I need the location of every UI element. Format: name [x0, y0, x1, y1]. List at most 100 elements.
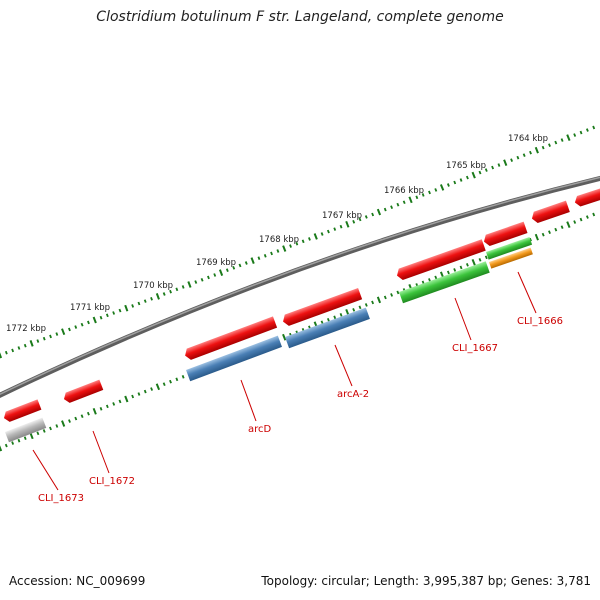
- inner-scale-tick: [23, 436, 27, 441]
- outer-scale-tick: [320, 232, 324, 236]
- inner-scale-tick: [364, 303, 368, 307]
- outer-scale-tick: [200, 277, 204, 282]
- feature-bars: [5, 237, 533, 443]
- outer-scale-tick: [439, 184, 445, 191]
- outer-scale-tick: [169, 289, 172, 294]
- outer-scale-tick: [131, 304, 135, 308]
- outer-scale-tick: [55, 332, 59, 336]
- scale-label-1768: 1768 kbp: [259, 235, 299, 245]
- gene-arrow-arca-top[interactable]: [281, 287, 363, 327]
- outer-scale-tick: [541, 145, 545, 150]
- inner-scale-tick: [155, 383, 161, 391]
- outer-scale-tick: [402, 200, 406, 205]
- green-feature-bar-1666[interactable]: [486, 237, 533, 260]
- inner-scale-tick: [541, 232, 545, 237]
- outer-scale-ticks: [0, 125, 596, 359]
- inner-scale-tick: [465, 263, 469, 267]
- outer-scale-tick: [510, 158, 514, 162]
- inner-scale-tick: [99, 406, 103, 411]
- gene-label-cli-1672[interactable]: CLI_1672: [89, 476, 135, 487]
- outer-scale-tick: [308, 237, 311, 241]
- gene-arrow-1666-top[interactable]: [482, 221, 528, 248]
- inner-scale-tick: [529, 237, 532, 242]
- outer-scale-tick: [358, 217, 362, 222]
- genome-backbone: [0, 175, 600, 398]
- inner-scale-tick: [573, 220, 577, 224]
- inner-scale-tick: [0, 445, 3, 452]
- inner-scale-tick: [92, 407, 97, 415]
- inner-scale-tick: [554, 227, 558, 232]
- inner-scale-tick: [124, 395, 129, 403]
- outer-scale-tick: [573, 133, 577, 137]
- scale-label-1764: 1764 kbp: [508, 134, 548, 144]
- outer-scale-tick: [11, 348, 15, 353]
- outer-scale-tick: [478, 170, 482, 175]
- gene-arrow-1667-top[interactable]: [395, 239, 486, 281]
- outer-scale-tick: [592, 125, 596, 130]
- inner-scale-tick: [175, 377, 179, 382]
- inner-scale-tick: [358, 305, 362, 310]
- outer-scale-tick: [68, 327, 71, 332]
- gene-arrow-1672-top[interactable]: [62, 379, 104, 405]
- outer-scale-tick: [118, 308, 122, 313]
- inner-scale-tick: [376, 296, 382, 304]
- forward-genes: [2, 187, 600, 423]
- inner-scale-tick: [534, 233, 539, 241]
- outer-scale-tick: [529, 150, 532, 155]
- green-feature-bar-1667[interactable]: [399, 261, 490, 304]
- outer-scale-tick: [516, 155, 520, 160]
- outer-scale-tick: [257, 256, 261, 261]
- outer-scale-tick: [522, 153, 526, 157]
- outer-scale-tick: [383, 207, 387, 212]
- blue-feature-bar-arca[interactable]: [285, 307, 370, 349]
- inner-scale-tick: [548, 230, 551, 235]
- blue-feature-bar-arcd[interactable]: [186, 335, 282, 382]
- outer-scale-tick: [313, 233, 318, 240]
- outer-scale-tick: [137, 301, 141, 306]
- gene-label-cli-1667[interactable]: CLI_1667: [452, 343, 498, 354]
- gray-feature-bar-1673[interactable]: [5, 417, 47, 443]
- outer-scale-tick: [390, 205, 394, 210]
- inner-scale-tick: [150, 387, 154, 391]
- outer-scale-tick: [105, 313, 109, 318]
- inner-scale-tick: [471, 259, 476, 266]
- outer-scale-tick: [36, 339, 40, 343]
- scale-label-1770: 1770 kbp: [133, 281, 173, 291]
- inner-scale-tick: [592, 212, 596, 217]
- inner-scale-tick: [4, 443, 8, 448]
- inner-scale-tick: [459, 265, 463, 270]
- outer-scale-tick: [503, 159, 508, 166]
- outer-scale-tick: [459, 178, 463, 182]
- gene-arrow-1673-top[interactable]: [2, 399, 42, 423]
- gene-label-cli-1673[interactable]: CLI_1673: [38, 493, 84, 504]
- inner-scale-tick: [390, 293, 394, 297]
- outer-scale-tick: [345, 220, 350, 228]
- outer-scale-tick: [232, 265, 236, 270]
- inner-scale-tick: [320, 320, 324, 325]
- outer-scale-tick: [446, 183, 450, 187]
- inner-scale-tick: [80, 414, 84, 419]
- gene-label-arca-2[interactable]: arcA-2: [337, 389, 369, 400]
- outer-scale-tick: [194, 280, 198, 284]
- outer-scale-tick: [74, 325, 78, 329]
- outer-scale-tick: [339, 224, 343, 229]
- inner-scale-tick: [396, 290, 400, 295]
- outer-scale-tick: [181, 285, 185, 289]
- orange-feature-bar[interactable]: [489, 247, 533, 269]
- outer-scale-tick: [295, 241, 299, 246]
- outer-scale-tick: [301, 239, 305, 244]
- outer-scale-tick: [150, 296, 153, 301]
- inner-scale-tick: [453, 268, 457, 272]
- outer-scale-tick: [0, 352, 3, 359]
- gene-label-cli-1666[interactable]: CLI_1666: [517, 316, 563, 327]
- gene-arrow-right-edge[interactable]: [573, 187, 600, 207]
- inner-scale-tick: [42, 429, 46, 433]
- inner-scale-tick: [446, 270, 450, 275]
- gene-arrow-near-1666[interactable]: [530, 200, 570, 225]
- gene-label-arcd[interactable]: arcD: [248, 424, 272, 435]
- outer-scale-tick: [364, 215, 368, 219]
- outer-scale-tick: [250, 257, 255, 264]
- inner-scale-tick: [326, 317, 330, 322]
- scale-label-1765: 1765 kbp: [446, 161, 486, 171]
- gene-arrow-arcd-top[interactable]: [183, 316, 278, 361]
